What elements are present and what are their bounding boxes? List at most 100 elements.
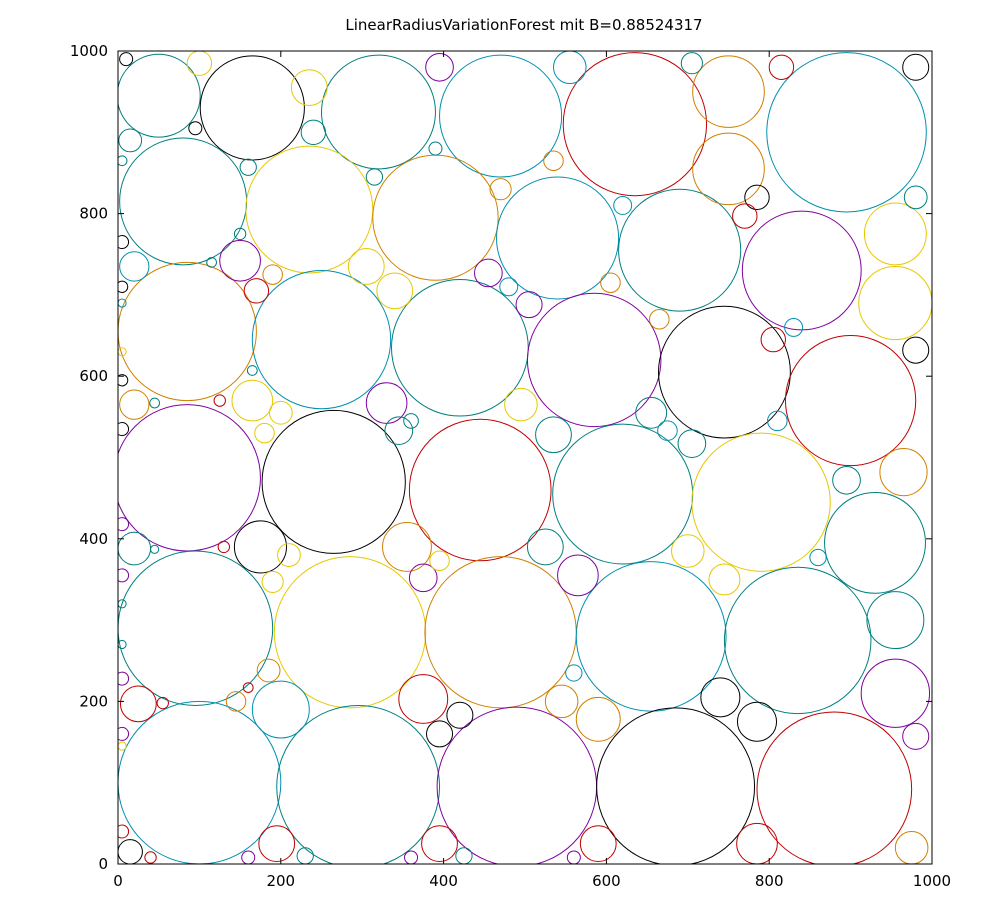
circle-mark-123 bbox=[398, 674, 449, 724]
circle-mark-142 bbox=[579, 825, 617, 863]
circle-mark-82 bbox=[902, 336, 930, 364]
circle-mark-40 bbox=[879, 448, 928, 497]
circle-mark-56 bbox=[118, 155, 128, 167]
circle-mark-114 bbox=[118, 568, 130, 583]
circle-mark-49 bbox=[552, 51, 587, 85]
circle-mark-5 bbox=[692, 55, 765, 128]
chart-title: LinearRadiusVariationForest mit B=0.8852… bbox=[345, 16, 702, 34]
circle-mark-53 bbox=[186, 51, 213, 76]
circle-mark-66 bbox=[118, 235, 130, 250]
circle-mark-125 bbox=[426, 720, 454, 748]
circle-mark-2 bbox=[321, 54, 436, 170]
circle-mark-77 bbox=[515, 291, 543, 319]
circle-mark-65 bbox=[903, 185, 928, 210]
circle-mark-32 bbox=[723, 566, 872, 715]
circle-mark-127 bbox=[565, 664, 583, 682]
circle-mark-39 bbox=[860, 658, 931, 728]
circles-layer bbox=[118, 51, 932, 864]
circle-mark-88 bbox=[213, 394, 226, 407]
circle-mark-24 bbox=[408, 418, 552, 562]
x-tick-label-5: 1000 bbox=[913, 872, 951, 890]
circle-mark-3 bbox=[439, 54, 563, 178]
circle-mark-136 bbox=[258, 825, 296, 863]
circle-mark-59 bbox=[428, 141, 443, 156]
circle-mark-28 bbox=[118, 550, 274, 706]
circle-mark-63 bbox=[744, 184, 770, 211]
circle-mark-19 bbox=[784, 335, 917, 467]
circle-mark-103 bbox=[118, 517, 130, 532]
circle-mark-126 bbox=[544, 684, 579, 719]
axes: 0 200 400 600 800 1000 0 200 400 600 800 1000 bbox=[70, 42, 951, 890]
circle-mark-54 bbox=[188, 121, 203, 136]
circle-mark-46 bbox=[300, 119, 327, 145]
circle-mark-106 bbox=[217, 540, 231, 554]
circle-mark-97 bbox=[635, 396, 668, 429]
circle-mark-47 bbox=[119, 52, 134, 67]
circle-mark-105 bbox=[150, 544, 160, 554]
circle-mark-17 bbox=[526, 292, 662, 428]
circle-mark-18 bbox=[657, 305, 791, 439]
circle-mark-94 bbox=[384, 416, 414, 445]
circle-mark-27 bbox=[824, 491, 926, 594]
circle-mark-132 bbox=[118, 824, 130, 839]
circle-mark-38 bbox=[756, 711, 913, 864]
circle-mark-6 bbox=[766, 52, 927, 213]
circle-mark-117 bbox=[242, 682, 254, 693]
circle-mark-89 bbox=[231, 379, 274, 422]
circle-mark-131 bbox=[902, 722, 930, 750]
circle-mark-51 bbox=[768, 54, 795, 80]
circle-mark-31 bbox=[575, 561, 727, 712]
circle-mark-10 bbox=[496, 176, 620, 300]
circle-mark-26 bbox=[691, 432, 831, 572]
circle-mark-129 bbox=[700, 677, 741, 718]
circle-mark-96 bbox=[535, 416, 572, 454]
circle-mark-35 bbox=[276, 704, 441, 864]
circle-mark-64 bbox=[732, 203, 758, 229]
circle-mark-109 bbox=[429, 550, 450, 572]
circle-mark-95 bbox=[504, 387, 538, 422]
circle-mark-58 bbox=[365, 168, 384, 186]
circle-mark-21 bbox=[863, 202, 927, 266]
circle-mark-110 bbox=[671, 534, 705, 568]
y-tick-label-0: 0 bbox=[98, 855, 108, 873]
circle-mark-50 bbox=[680, 52, 703, 75]
x-tick-label-2: 400 bbox=[429, 872, 458, 890]
circle-mark-76 bbox=[499, 277, 519, 297]
circle-mark-112 bbox=[809, 548, 827, 567]
circle-mark-134 bbox=[144, 851, 157, 864]
circle-mark-90 bbox=[268, 400, 293, 425]
circle-mark-75 bbox=[474, 258, 503, 288]
circle-mark-93 bbox=[403, 413, 419, 429]
circle-mark-43 bbox=[526, 528, 564, 566]
circle-mark-42 bbox=[382, 522, 432, 572]
circle-mark-130 bbox=[736, 701, 778, 742]
circle-mark-11 bbox=[618, 188, 742, 312]
circle-mark-45 bbox=[290, 69, 328, 106]
circle-mark-147 bbox=[118, 599, 127, 609]
circle-mark-48 bbox=[902, 53, 930, 81]
circle-mark-107 bbox=[277, 543, 301, 567]
circle-mark-60 bbox=[543, 150, 564, 172]
circle-mark-149 bbox=[118, 347, 127, 357]
circle-mark-87 bbox=[149, 397, 161, 409]
circle-mark-111 bbox=[708, 563, 741, 596]
circle-mark-115 bbox=[256, 658, 281, 683]
circle-mark-15 bbox=[251, 270, 392, 410]
circle-mark-71 bbox=[262, 264, 283, 285]
y-tick-label-1: 200 bbox=[79, 692, 108, 710]
circle-mark-85 bbox=[246, 365, 258, 376]
circle-mark-86 bbox=[119, 389, 150, 420]
circle-mark-99 bbox=[677, 429, 707, 458]
circle-mark-101 bbox=[832, 465, 861, 495]
circle-mark-70 bbox=[219, 239, 261, 282]
circle-mark-72 bbox=[243, 278, 270, 304]
circle-mark-29 bbox=[273, 556, 427, 709]
x-tick-label-3: 600 bbox=[592, 872, 621, 890]
circle-mark-52 bbox=[425, 52, 454, 82]
circle-mark-146 bbox=[118, 639, 127, 650]
y-tick-label-4: 800 bbox=[79, 205, 108, 223]
circle-mark-100 bbox=[767, 410, 788, 432]
y-tick-label-5: 1000 bbox=[70, 42, 108, 60]
